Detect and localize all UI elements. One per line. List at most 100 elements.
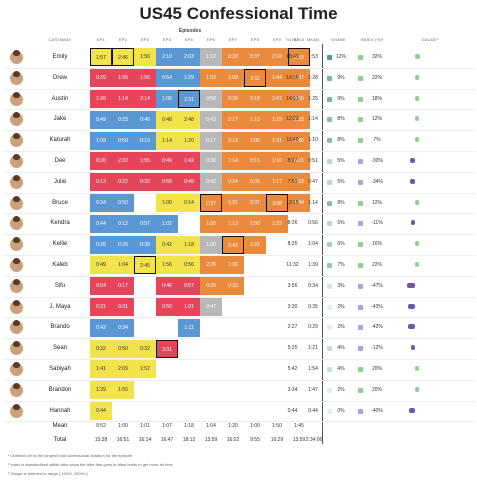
row-divider	[4, 67, 476, 69]
episode-cell: 1:19	[266, 110, 288, 129]
row-share: 7%	[337, 262, 345, 268]
episode-cell: 0:33	[222, 48, 244, 67]
row-divider	[4, 88, 476, 90]
row-share: 2%	[337, 386, 345, 393]
episode-cell: 2:22	[112, 152, 134, 171]
episode-cell: 0:34	[112, 318, 134, 337]
total-value: 16:02	[226, 437, 240, 444]
episode-cell: 2:48	[178, 110, 200, 129]
row-divider	[4, 192, 476, 194]
total-value: 16:14	[138, 437, 152, 444]
episode-cell: 1:56	[156, 256, 178, 275]
episode-cell: 0:31	[112, 298, 134, 316]
header-episode: EP1	[96, 37, 106, 42]
row-mean: 1:10	[308, 137, 318, 144]
row-share: 4%	[337, 366, 345, 372]
episode-cell: 0:26	[90, 235, 112, 254]
episode-cell: 1:56	[134, 69, 156, 88]
row-divider	[4, 213, 476, 215]
episode-cell: 0:43	[200, 110, 222, 129]
episode-cell: 0:42	[200, 173, 222, 192]
index-indicator	[358, 387, 363, 393]
episode-cell: 0:19	[134, 131, 156, 150]
mean-value: 0:52	[96, 423, 106, 430]
row-divider	[4, 379, 476, 381]
episode-cell: 0:39	[90, 69, 112, 88]
row-total: 14:36	[286, 74, 299, 81]
row-index: -47%	[371, 282, 383, 289]
avatar	[10, 133, 23, 148]
avatar	[10, 174, 23, 189]
row-total: 5:25	[287, 345, 298, 352]
episode-cell: 1:52	[134, 360, 156, 379]
episode-cell: 0:23	[112, 110, 134, 129]
castaway-name: Brandon	[48, 386, 72, 393]
row-index: -40%	[371, 407, 383, 414]
episode-cell: 1:25	[288, 110, 310, 129]
castaway-name: Bruce	[52, 199, 68, 206]
episode-cell: 0:13	[90, 173, 112, 192]
episode-cell: 1:39	[90, 381, 112, 400]
mean-value: 1:00	[118, 423, 128, 430]
episode-cell: 2:03	[178, 48, 200, 67]
avatar	[10, 278, 23, 293]
episode-cell: 0:57	[134, 214, 156, 233]
row-share: 8%	[337, 137, 345, 144]
header-episode: EP3	[140, 37, 150, 42]
row-index: -12%	[371, 345, 383, 352]
episode-cell: 1:29	[178, 69, 200, 88]
avatar	[10, 341, 23, 356]
episode-cell: 1:40	[288, 131, 310, 150]
episode-cell: 1:56	[134, 48, 156, 67]
gauge-bar	[415, 74, 419, 80]
row-divider	[4, 275, 476, 277]
episode-cell: 0:37	[244, 48, 266, 67]
avatar	[10, 258, 23, 272]
row-total: 12:15	[286, 199, 299, 206]
share-indicator	[327, 387, 332, 393]
episode-cell: 0:33	[222, 277, 244, 296]
castaway-name: Kellie	[52, 241, 68, 248]
episode-cell: 0:50	[156, 298, 178, 316]
row-divider	[4, 400, 476, 402]
episode-cell: 0:48	[156, 110, 178, 129]
row-mean: 0:35	[308, 303, 318, 310]
mean-value: 1:45	[294, 423, 304, 430]
episode-cell: 0:59	[112, 131, 134, 150]
index-indicator	[358, 117, 363, 123]
episode-cell: 1:44	[266, 69, 288, 88]
row-share: 9%	[337, 74, 345, 81]
episode-cell: 0:42	[90, 318, 112, 337]
row-divider	[4, 338, 476, 340]
index-indicator	[358, 221, 363, 227]
index-indicator	[358, 200, 363, 206]
header-episode: EP5	[184, 37, 194, 42]
row-total: 8:27	[287, 158, 298, 164]
episode-cell: 1:04	[112, 256, 134, 275]
avatar	[10, 154, 23, 168]
episode-cell: 1:05	[200, 214, 222, 233]
row-divider	[4, 359, 476, 360]
row-share: 8%	[337, 116, 345, 123]
episode-cell: 3:31	[156, 339, 178, 358]
header-total: TOTAL	[285, 37, 300, 42]
index-indicator	[358, 325, 363, 331]
episode-cell: 0:58	[200, 90, 222, 108]
episode-cell: 0:49	[90, 110, 112, 129]
avatar	[10, 299, 23, 314]
header-episode: EP4	[162, 37, 172, 42]
row-total: 11:32	[286, 262, 299, 268]
castaway-name: J. Maya	[49, 303, 71, 310]
mean-value: 1:01	[140, 423, 150, 430]
gauge-bar	[415, 241, 419, 247]
episode-cell: 0:49	[156, 152, 178, 171]
share-indicator	[327, 55, 332, 60]
episode-cell: 1:21	[244, 235, 266, 254]
row-index: 7%	[373, 137, 381, 144]
footnote: ¹ Outlined cell is the longest total con…	[8, 453, 133, 458]
mean-value: 1:00	[250, 423, 260, 430]
castaway-name: Emily	[52, 54, 68, 60]
row-total: 2:27	[287, 324, 298, 331]
row-index: -11%	[371, 220, 383, 227]
episode-cell: 2:14	[134, 90, 156, 108]
